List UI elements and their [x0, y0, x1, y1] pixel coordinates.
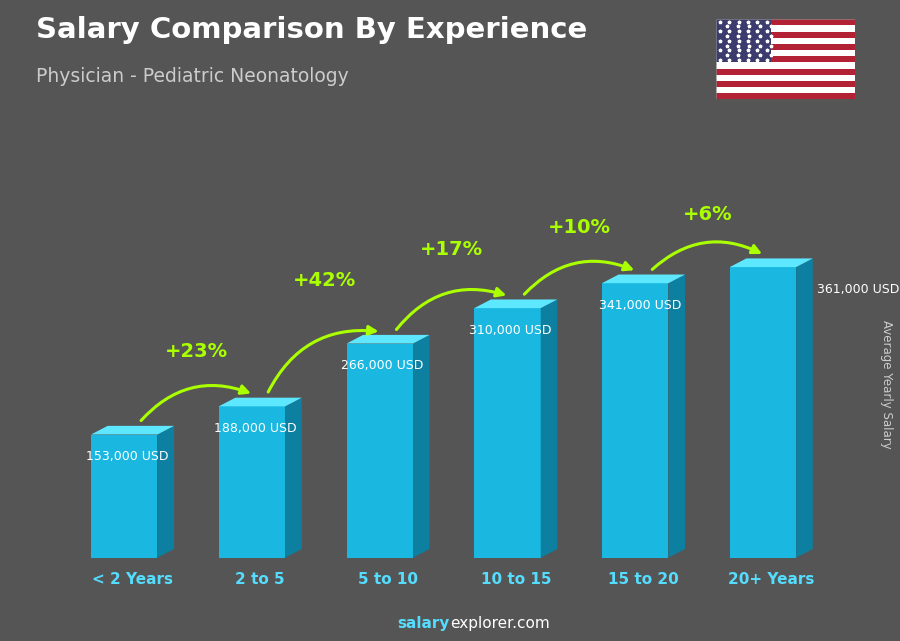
Bar	[716, 38, 855, 44]
Text: 20+ Years: 20+ Years	[728, 572, 814, 587]
Polygon shape	[602, 274, 685, 283]
Text: explorer.com: explorer.com	[450, 617, 550, 631]
Polygon shape	[669, 274, 685, 558]
Text: 361,000 USD: 361,000 USD	[816, 283, 899, 296]
Bar	[716, 44, 855, 50]
Bar	[716, 19, 771, 62]
Bar	[716, 50, 855, 56]
Bar	[716, 19, 855, 26]
Text: +6%: +6%	[682, 205, 733, 224]
Text: Salary Comparison By Experience: Salary Comparison By Experience	[36, 16, 587, 44]
Bar	[716, 56, 855, 62]
Polygon shape	[91, 426, 174, 435]
Text: 153,000 USD: 153,000 USD	[86, 450, 168, 463]
Polygon shape	[796, 258, 813, 558]
Text: Physician - Pediatric Neonatology: Physician - Pediatric Neonatology	[36, 67, 349, 87]
Text: +42%: +42%	[292, 271, 356, 290]
Polygon shape	[158, 426, 174, 558]
FancyBboxPatch shape	[346, 344, 413, 558]
Bar	[716, 87, 855, 93]
Bar	[716, 31, 855, 38]
FancyBboxPatch shape	[730, 267, 796, 558]
Polygon shape	[285, 397, 302, 558]
Text: +23%: +23%	[165, 342, 228, 361]
Bar	[716, 62, 855, 69]
Text: < 2 Years: < 2 Years	[92, 572, 173, 587]
Bar	[716, 81, 855, 87]
Bar	[716, 75, 855, 81]
Polygon shape	[474, 299, 557, 308]
Text: 5 to 10: 5 to 10	[358, 572, 418, 587]
Text: 188,000 USD: 188,000 USD	[213, 422, 296, 435]
Polygon shape	[541, 299, 557, 558]
Bar	[716, 93, 855, 99]
Bar	[716, 69, 855, 75]
Bar	[716, 26, 855, 31]
FancyBboxPatch shape	[474, 308, 541, 558]
Text: +10%: +10%	[548, 219, 611, 237]
Text: 266,000 USD: 266,000 USD	[341, 359, 424, 372]
Text: 10 to 15: 10 to 15	[481, 572, 551, 587]
Polygon shape	[730, 258, 813, 267]
Text: 2 to 5: 2 to 5	[236, 572, 285, 587]
FancyBboxPatch shape	[602, 283, 669, 558]
Text: 341,000 USD: 341,000 USD	[599, 299, 682, 312]
Text: salary: salary	[398, 617, 450, 631]
Polygon shape	[219, 397, 302, 406]
FancyBboxPatch shape	[91, 435, 158, 558]
FancyBboxPatch shape	[219, 406, 285, 558]
Text: Average Yearly Salary: Average Yearly Salary	[880, 320, 893, 449]
Polygon shape	[346, 335, 429, 344]
Text: +17%: +17%	[420, 240, 483, 259]
Text: 310,000 USD: 310,000 USD	[469, 324, 552, 337]
Text: 15 to 20: 15 to 20	[608, 572, 679, 587]
Polygon shape	[413, 335, 429, 558]
